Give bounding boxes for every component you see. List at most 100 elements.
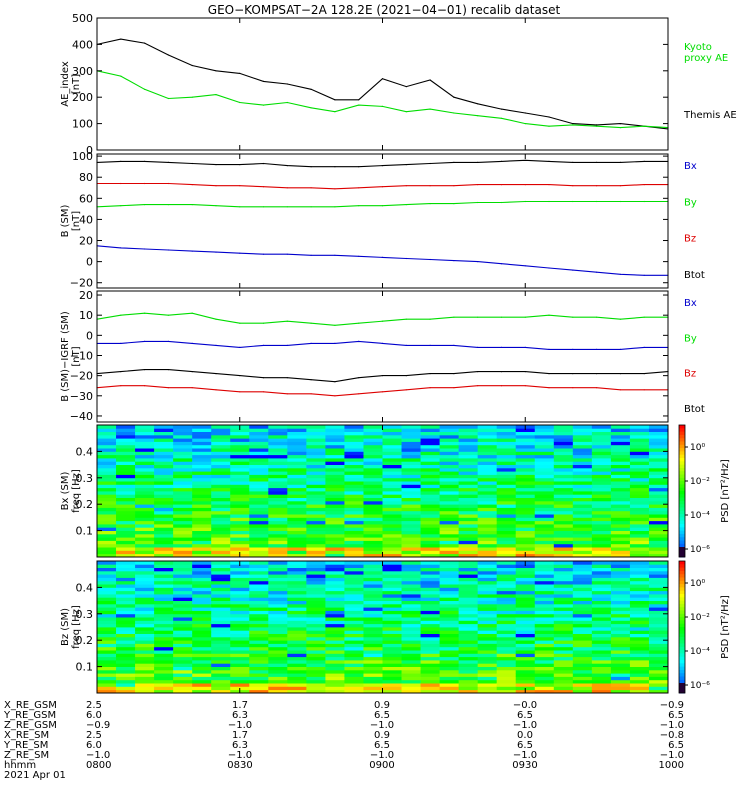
spectrogram-cell	[458, 633, 479, 638]
spectrogram-cell	[515, 660, 536, 664]
spectrogram-cell	[344, 477, 364, 482]
spectrogram-cell	[211, 613, 231, 618]
spectrogram-cell	[515, 663, 536, 667]
spectrogram-cell	[344, 656, 364, 661]
colorbar-swatch	[679, 630, 685, 635]
spectrogram-cell	[534, 467, 555, 472]
spectrogram-cell	[135, 484, 155, 489]
spectrogram-cell	[439, 550, 460, 555]
spectrogram-cell	[553, 617, 574, 621]
spectrogram-cell	[591, 464, 612, 469]
spectrogram-cell	[591, 491, 612, 495]
spectrogram-cell	[515, 487, 536, 492]
spectrogram-cell	[116, 590, 136, 595]
spectrogram-cell	[192, 491, 212, 495]
spectrogram-cell	[173, 640, 193, 644]
colorbar-swatch	[679, 627, 685, 631]
spectrogram-cell	[306, 507, 326, 512]
spectrogram-cell	[325, 507, 345, 512]
spectrogram-cell	[382, 428, 402, 432]
spectrogram-cell	[420, 491, 440, 495]
spectrogram-cell	[344, 650, 364, 654]
spectrogram-cell	[477, 520, 498, 525]
spectrogram-cell	[439, 666, 460, 671]
spectrogram-cell	[382, 669, 402, 674]
data-point	[500, 346, 503, 348]
spectrogram-cell	[420, 679, 440, 684]
spectrogram-cell	[325, 530, 345, 535]
spectrogram-cell	[534, 640, 555, 644]
spectrogram-cell	[97, 603, 117, 608]
spectrogram-cell	[477, 553, 498, 558]
legend-label: Themis AE	[683, 110, 737, 121]
spectrogram-cell	[287, 458, 307, 462]
spectrogram-cell	[439, 683, 460, 687]
spectrogram-cell	[477, 540, 498, 545]
spectrogram-cell	[401, 537, 421, 541]
spectrogram-cell	[382, 474, 402, 479]
spectrogram-cell	[363, 686, 383, 691]
spectrogram-cell	[268, 448, 288, 452]
spectrogram-cell	[553, 679, 574, 684]
spectrogram-cell	[97, 623, 117, 628]
spectrogram-cell	[553, 669, 574, 674]
spectrogram-cell	[268, 574, 288, 578]
spectrogram-cell	[610, 676, 631, 681]
spectrogram-cell	[173, 438, 193, 442]
data-point	[548, 160, 550, 162]
spectrogram-cell	[344, 464, 364, 469]
spectrogram-cell	[515, 458, 536, 462]
spectrogram-cell	[629, 663, 650, 667]
spectrogram-cell	[268, 656, 288, 661]
colorbar-tick-label: 10⁻⁴	[690, 511, 710, 521]
spectrogram-cell	[211, 669, 231, 674]
data-point	[524, 265, 526, 267]
spectrogram-cell	[325, 663, 345, 667]
spectrogram-cell	[173, 590, 193, 595]
spectrogram-cell	[268, 477, 288, 482]
spectrogram-cell	[230, 477, 250, 482]
spectrogram-cell	[97, 653, 117, 658]
spectrogram-cell	[420, 577, 440, 582]
spectrogram-cell	[534, 683, 555, 687]
spectrogram-cell	[306, 524, 326, 528]
colorbar-swatch	[679, 656, 685, 661]
spectrogram-cells	[97, 561, 669, 694]
spectrogram-cell	[173, 587, 193, 592]
spectrogram-cell	[382, 656, 402, 661]
spectrogram-cell	[610, 448, 631, 452]
spectrogram-cell	[363, 627, 383, 631]
spectrogram-cell	[553, 451, 574, 456]
spectrogram-cell	[173, 630, 193, 634]
spectrogram-cell	[97, 561, 117, 565]
spectrogram-cell	[610, 666, 631, 671]
spectrogram-cell	[382, 584, 402, 588]
spectrogram-cell	[363, 580, 383, 585]
spectrogram-cell	[572, 613, 593, 618]
spectrogram-cell	[249, 487, 269, 492]
spectrogram-cell	[591, 510, 612, 515]
colorbar-swatch	[679, 666, 685, 671]
spectrogram-cell	[420, 547, 440, 551]
data-point	[429, 108, 431, 110]
spectrogram-cell	[306, 471, 326, 475]
spectrogram-cell	[648, 679, 669, 684]
spectrogram-cell	[496, 481, 517, 485]
spectrogram-cell	[591, 656, 612, 661]
spectrogram-cell	[211, 656, 231, 661]
spectrogram-cell	[306, 587, 326, 592]
spectrogram-cell	[648, 481, 669, 485]
spectrogram-cell	[401, 570, 421, 575]
spectrogram-cell	[401, 425, 421, 429]
spectrogram-cell	[173, 458, 193, 462]
spectrogram-cell	[496, 524, 517, 528]
spectrogram-cell	[629, 610, 650, 615]
data-point	[453, 260, 455, 262]
y-tick-label: 0	[86, 256, 93, 269]
spectrogram-cell	[382, 467, 402, 472]
spectrogram-cell	[268, 530, 288, 535]
spectrogram-cell	[439, 676, 460, 681]
spectrogram-cell	[553, 431, 574, 436]
spectrogram-cell	[268, 620, 288, 625]
spectrogram-cell	[325, 587, 345, 592]
